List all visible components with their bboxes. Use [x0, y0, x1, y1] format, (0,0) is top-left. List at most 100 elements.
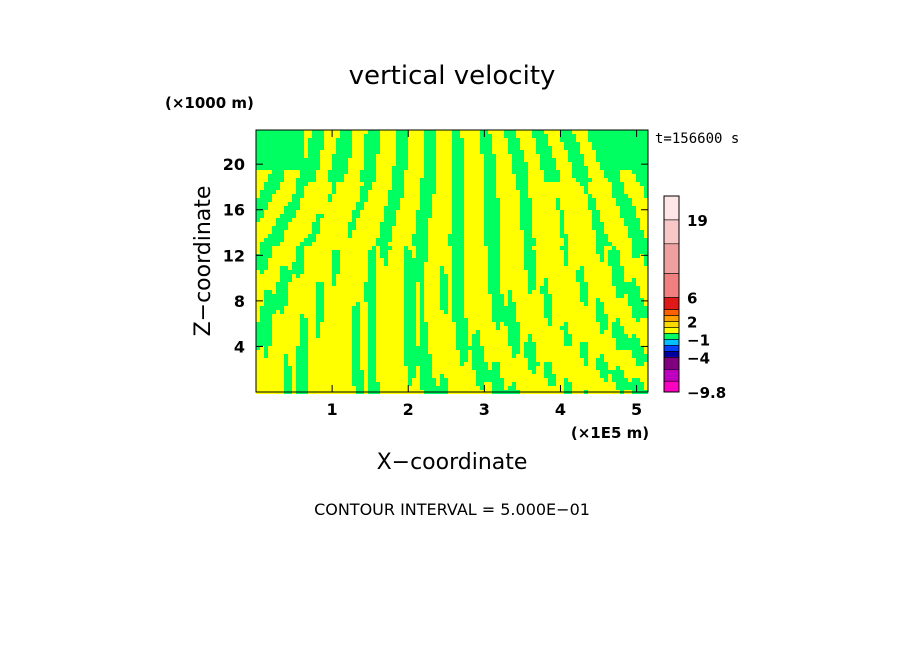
field-cell	[552, 250, 556, 254]
field-cell	[468, 282, 472, 286]
field-cell	[340, 310, 344, 314]
field-cell	[596, 234, 600, 238]
field-cell	[344, 274, 348, 278]
field-cell	[300, 146, 304, 150]
field-cell	[596, 162, 600, 166]
field-cell	[528, 158, 532, 162]
field-cell	[300, 234, 304, 238]
field-cell	[332, 310, 336, 314]
field-cell	[500, 154, 504, 158]
field-cell	[312, 170, 316, 174]
field-cell	[580, 262, 584, 266]
field-cell	[396, 190, 400, 194]
field-cell	[312, 286, 316, 290]
field-cell	[496, 326, 500, 330]
field-cell	[408, 150, 412, 154]
field-cell	[292, 294, 296, 298]
field-cell	[628, 250, 632, 254]
field-cell	[576, 178, 580, 182]
field-cell	[268, 234, 272, 238]
field-cell	[360, 162, 364, 166]
field-cell	[616, 146, 620, 150]
field-cell	[344, 246, 348, 250]
field-cell	[340, 318, 344, 322]
field-cell	[376, 322, 380, 326]
field-cell	[272, 134, 276, 138]
field-cell	[580, 330, 584, 334]
field-cell	[420, 134, 424, 138]
field-cell	[292, 302, 296, 306]
field-cell	[456, 326, 460, 330]
field-cell	[372, 214, 376, 218]
field-cell	[328, 186, 332, 190]
field-cell	[448, 298, 452, 302]
field-cell	[576, 262, 580, 266]
field-cell	[264, 282, 268, 286]
field-cell	[280, 290, 284, 294]
field-cell	[468, 150, 472, 154]
field-cell	[348, 278, 352, 282]
field-cell	[308, 154, 312, 158]
field-cell	[636, 290, 640, 294]
field-cell	[380, 178, 384, 182]
field-cell	[560, 158, 564, 162]
field-cell	[412, 242, 416, 246]
field-cell	[404, 130, 408, 134]
field-cell	[424, 166, 428, 170]
field-cell	[360, 214, 364, 218]
field-cell	[420, 174, 424, 178]
field-cell	[376, 182, 380, 186]
field-cell	[620, 330, 624, 334]
field-cell	[392, 214, 396, 218]
field-cell	[500, 158, 504, 162]
field-cell	[580, 142, 584, 146]
field-cell	[488, 294, 492, 298]
field-cell	[348, 230, 352, 234]
field-cell	[568, 286, 572, 290]
field-cell	[264, 130, 268, 134]
field-cell	[576, 298, 580, 302]
field-cell	[380, 226, 384, 230]
field-cell	[468, 286, 472, 290]
field-cell	[556, 274, 560, 278]
field-cell	[276, 222, 280, 226]
field-cell	[400, 222, 404, 226]
field-cell	[428, 246, 432, 250]
field-cell	[276, 178, 280, 182]
field-cell	[500, 218, 504, 222]
field-cell	[552, 230, 556, 234]
field-cell	[384, 318, 388, 322]
field-cell	[476, 238, 480, 242]
field-cell	[460, 230, 464, 234]
field-cell	[584, 218, 588, 222]
field-cell	[488, 314, 492, 318]
field-cell	[588, 322, 592, 326]
field-cell	[404, 262, 408, 266]
field-cell	[536, 138, 540, 142]
field-cell	[424, 202, 428, 206]
field-cell	[572, 314, 576, 318]
field-cell	[508, 238, 512, 242]
field-cell	[548, 274, 552, 278]
field-cell	[424, 186, 428, 190]
field-cell	[572, 162, 576, 166]
field-cell	[348, 146, 352, 150]
field-cell	[504, 326, 508, 330]
field-cell	[364, 266, 368, 270]
field-cell	[332, 258, 336, 262]
field-cell	[604, 314, 608, 318]
field-cell	[452, 318, 456, 322]
field-cell	[472, 242, 476, 246]
field-cell	[356, 298, 360, 302]
field-cell	[560, 222, 564, 226]
field-cell	[608, 198, 612, 202]
field-cell	[476, 218, 480, 222]
field-cell	[456, 158, 460, 162]
field-cell	[480, 246, 484, 250]
field-cell	[500, 306, 504, 310]
field-cell	[460, 186, 464, 190]
field-cell	[376, 318, 380, 322]
field-cell	[556, 154, 560, 158]
field-cell	[360, 322, 364, 326]
field-cell	[488, 138, 492, 142]
